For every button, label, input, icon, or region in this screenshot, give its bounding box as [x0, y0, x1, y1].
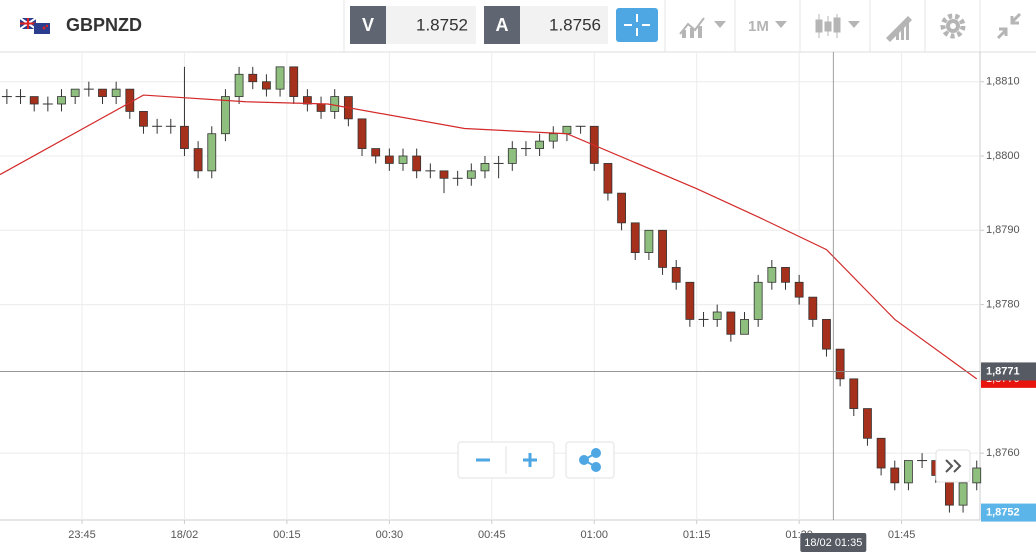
candle-body: [275, 66, 285, 90]
candle-body: [480, 163, 490, 172]
candle-body: [398, 155, 408, 164]
ask-button[interactable]: [484, 6, 520, 44]
candle-body: [685, 281, 695, 320]
bid-box: [386, 6, 476, 44]
y-tick-label: 1,8800: [986, 150, 1020, 162]
candle-body: [781, 267, 790, 283]
candle-body: [57, 96, 66, 105]
ask-label: A: [496, 15, 509, 35]
x-tick-label: 01:15: [683, 529, 711, 541]
candle-body: [535, 140, 545, 149]
candle-body: [835, 348, 845, 380]
candle-body: [548, 133, 558, 142]
candle-body: [262, 81, 271, 90]
bid-label: V: [362, 15, 374, 35]
candle-body: [125, 88, 135, 112]
flag-icon: [19, 17, 50, 34]
x-tick-label: 01:00: [580, 529, 608, 541]
period-button[interactable]: 1M: [748, 18, 769, 35]
candle-body: [822, 319, 831, 350]
candle-body: [330, 96, 340, 112]
candle-body: [890, 467, 900, 484]
candle-body: [111, 88, 121, 97]
crosshair-time-label: 18/02 01:35: [804, 537, 862, 549]
drawing-tool-button[interactable]: [886, 16, 912, 42]
x-tick-label: 01:45: [888, 529, 916, 541]
x-tick-label: 18/02: [171, 529, 199, 541]
zoom-controls: [457, 441, 971, 483]
candle-body: [849, 378, 859, 409]
x-tick-label: 00:30: [376, 529, 404, 541]
candle-body: [671, 267, 681, 283]
ask-box: [520, 6, 608, 44]
candle-body: [248, 73, 258, 83]
y-tick-label: 1,8760: [986, 447, 1020, 459]
collapse-button[interactable]: [996, 12, 1022, 40]
candle-body: [794, 281, 804, 298]
settings-button[interactable]: [940, 13, 966, 39]
x-tick-label: 00:45: [478, 529, 506, 541]
candle-body: [289, 66, 299, 97]
candle-body: [180, 125, 189, 149]
candle-body: [70, 88, 80, 97]
candle-body: [466, 170, 476, 179]
y-tick-label: 1,8810: [986, 76, 1020, 88]
zoom-in-button[interactable]: [523, 453, 537, 467]
candle-body: [863, 408, 872, 439]
share-button[interactable]: [579, 448, 601, 472]
candle-body: [221, 96, 230, 135]
candle-body: [207, 133, 217, 172]
candle-body: [808, 296, 818, 320]
candle-body: [753, 281, 763, 320]
candle-body: [193, 148, 203, 172]
candle-body: [644, 229, 654, 253]
candle-body: [972, 467, 982, 484]
candle-body: [603, 163, 613, 194]
candle-body: [98, 88, 107, 97]
bid-price: 1.8752: [416, 15, 468, 34]
candle-body: [562, 125, 572, 135]
candle-body: [958, 482, 968, 506]
candle-body: [767, 267, 777, 283]
candle-body: [876, 437, 886, 469]
candle-body: [357, 118, 367, 149]
crosshair-time-marker: [800, 533, 867, 552]
bid-button[interactable]: [350, 6, 386, 44]
candle-body: [712, 311, 722, 320]
candle-body: [234, 73, 244, 97]
symbol: GBPNZD: [66, 15, 142, 35]
last-price-label: 1,8752: [986, 506, 1020, 518]
candle-body: [507, 148, 517, 164]
candle-body: [658, 229, 667, 268]
candle-body: [617, 192, 626, 224]
crosshair-price-label: 1,8771: [986, 365, 1020, 377]
candle-body: [726, 311, 736, 335]
candle-body: [412, 155, 422, 172]
candle-body: [139, 111, 148, 127]
x-tick-label: 23:45: [68, 529, 96, 541]
crosshair-price-marker: [981, 362, 1036, 381]
candle-body: [904, 460, 913, 484]
y-tick-label: 1,8780: [986, 298, 1020, 310]
moving-average-line: [0, 94, 978, 380]
chart-type-button[interactable]: [679, 17, 726, 38]
candle-body: [29, 96, 39, 105]
candle-body: [630, 222, 640, 253]
candle-body: [316, 103, 326, 112]
last-price-marker: [981, 503, 1036, 522]
period-arrow: [775, 21, 787, 28]
candle-body: [384, 155, 394, 164]
scroll-right-button[interactable]: [945, 459, 962, 473]
candle-body: [371, 148, 381, 157]
y-tick-label: 1,8790: [986, 224, 1020, 236]
crosshair-button[interactable]: [616, 8, 658, 42]
ask-price: 1.8756: [549, 15, 601, 34]
candle-body: [740, 319, 749, 335]
x-tick-label: 00:15: [273, 529, 301, 541]
candle-body: [439, 170, 449, 179]
candle-style-button[interactable]: [815, 14, 860, 38]
